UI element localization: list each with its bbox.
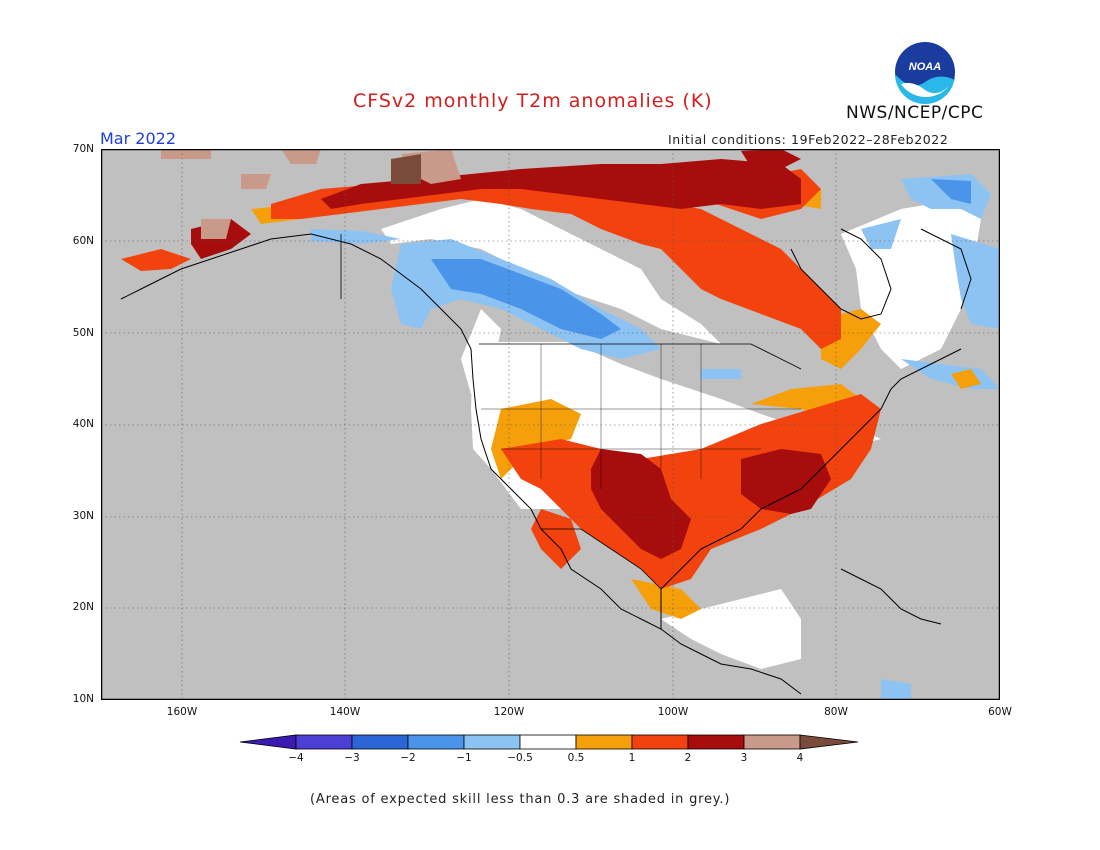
colorbar-tick: 4 bbox=[796, 752, 804, 764]
map-frame bbox=[101, 149, 1000, 700]
colorbar-tick: −3 bbox=[344, 752, 360, 764]
graticule bbox=[101, 149, 1000, 700]
initial-conditions: Initial conditions: 19Feb2022–28Feb2022 bbox=[668, 132, 949, 147]
colorbar-segment-neg2-neg1 bbox=[407, 734, 465, 750]
state-lines bbox=[481, 344, 801, 489]
colorbar-tick: 1 bbox=[628, 752, 636, 764]
colorbar-segment-neg1-neg05 bbox=[463, 734, 521, 750]
colorbar-segment-neg4-neg3 bbox=[295, 734, 353, 750]
dark-red-regions bbox=[191, 149, 831, 559]
colorbar-segment-3-4 bbox=[743, 734, 801, 750]
lat-label-40n: 40N bbox=[72, 418, 94, 430]
blue-regions bbox=[431, 179, 971, 339]
colorbar-segment-gt-4 bbox=[799, 734, 859, 750]
colorbar-segment-2-3 bbox=[687, 734, 745, 750]
colorbar-tick: −2 bbox=[400, 752, 416, 764]
colorbar-tick: −0.5 bbox=[507, 752, 533, 764]
colorbar-tick: −1 bbox=[456, 752, 472, 764]
colorbar-segment-neutral bbox=[519, 734, 577, 750]
agency-label: NWS/NCEP/CPC bbox=[846, 103, 984, 123]
svg-text:NOAA: NOAA bbox=[909, 61, 941, 73]
colorbar-tick: 2 bbox=[684, 752, 692, 764]
colorbar-segment-neg3-neg2 bbox=[351, 734, 409, 750]
lat-label-50n: 50N bbox=[72, 327, 94, 339]
colorbar-segment-lt-neg4 bbox=[239, 734, 297, 750]
colorbar-segment-1-2 bbox=[631, 734, 689, 750]
map-title-text: CFSv2 monthly T2m anomalies (K) bbox=[353, 90, 713, 112]
noaa-logo: NOAA bbox=[895, 42, 955, 104]
lon-label-120w: 120W bbox=[493, 706, 525, 718]
lat-label-30n: 30N bbox=[72, 510, 94, 522]
lat-label-60n: 60N bbox=[72, 235, 94, 247]
borders bbox=[340, 234, 802, 590]
colorbar bbox=[239, 734, 859, 750]
lat-label-10n: 10N bbox=[72, 693, 94, 705]
lon-label-140w: 140W bbox=[329, 706, 361, 718]
lon-label-100w: 100W bbox=[657, 706, 689, 718]
lon-label-160w: 160W bbox=[166, 706, 198, 718]
skill-note: (Areas of expected skill less than 0.3 a… bbox=[310, 792, 731, 807]
lon-label-60w: 60W bbox=[988, 706, 1012, 718]
forecast-month: Mar 2022 bbox=[100, 129, 176, 148]
lat-label-70n: 70N bbox=[72, 143, 94, 155]
lon-label-80w: 80W bbox=[824, 706, 848, 718]
lat-label-20n: 20N bbox=[72, 601, 94, 613]
colorbar-tick: 3 bbox=[740, 752, 748, 764]
colorbar-tick: 0.5 bbox=[567, 752, 585, 764]
brown-regions bbox=[161, 149, 461, 239]
anomaly-map bbox=[101, 149, 1000, 700]
colorbar-segment-05-1 bbox=[575, 734, 633, 750]
colorbar-tick: −4 bbox=[288, 752, 304, 764]
coastlines bbox=[120, 228, 972, 695]
